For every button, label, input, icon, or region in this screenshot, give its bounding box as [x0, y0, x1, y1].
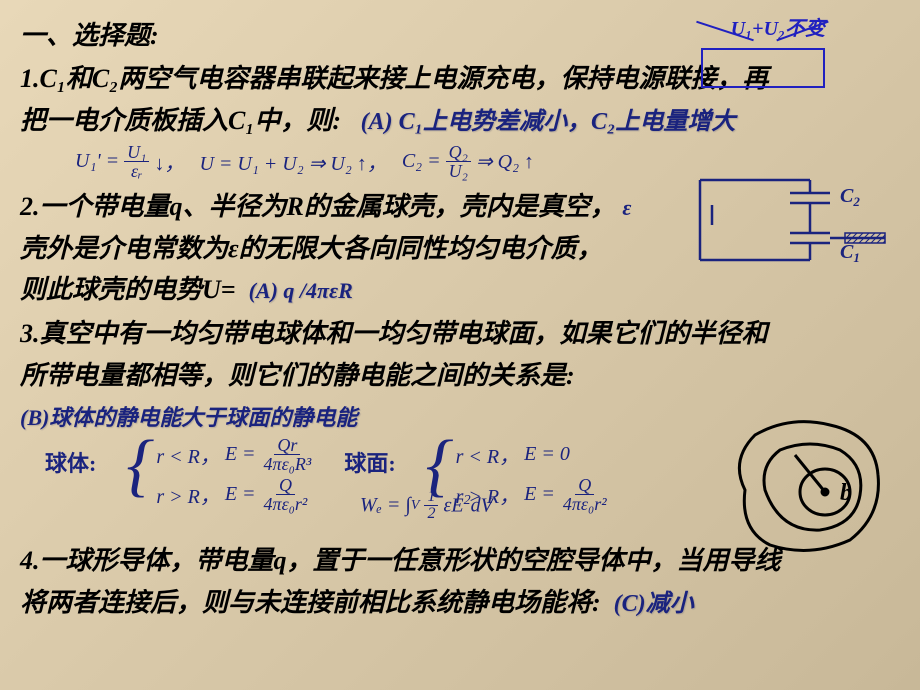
cond: r < R，	[156, 440, 220, 469]
q2-eps: ε	[622, 195, 631, 220]
annotation-box	[701, 48, 825, 88]
c1-label: C1	[840, 241, 860, 265]
q1-f-p1a: U₁' =	[75, 150, 119, 173]
q3-line2: 所带电量都相等，则它们的静电能之间的关系是:	[20, 361, 575, 390]
question-2: 2.一个带电量q、半径为R的金属球壳，壳内是真空， ε 壳外是介电常数为ε的无限…	[20, 186, 700, 311]
q1-text-line2: 把一电介质板插入C₁中，则:	[20, 106, 341, 135]
c2-label: C2	[840, 185, 860, 209]
q1-answer: (A) C₁上电势差减小，C₂上电量增大	[361, 109, 736, 135]
eq: E =	[225, 483, 256, 506]
fraction: Q₂ U₂	[446, 143, 471, 180]
q2-line3: 则此球壳的电势U=	[20, 275, 236, 304]
we-a: Wₑ = ∫	[360, 494, 411, 517]
q2-line1: 2.一个带电量q、半径为R的金属球壳，壳内是真空，	[20, 192, 616, 221]
den: 4πε₀R³	[261, 455, 315, 473]
eq: E =	[225, 443, 256, 466]
we-sub: V	[411, 498, 420, 514]
q1-text-line1: 1.C₁和C₂两空气电容器串联起来接上电源充电，保持电源联接，再	[20, 64, 768, 93]
den: 2	[424, 506, 438, 522]
q1-f-p3a: C₂ =	[402, 150, 441, 173]
sphere-cases: { r < R， E = Qr4πε₀R³ r > R， E = Q4πε₀r²	[126, 434, 314, 514]
q4-answer: (C)减小	[614, 591, 694, 617]
slide-content: 一、选择题: U₁+U₂不变 1.C₁和C₂两空气电容器串联起来接上电源充电，保…	[0, 0, 920, 638]
den: U₂	[446, 162, 471, 180]
brace: {	[126, 434, 154, 514]
sphere-label: 球体:	[45, 446, 96, 478]
q2-line2: 壳外是介电常数为ε的无限大各向同性均匀电介质，	[20, 234, 603, 263]
fraction: U₁ εᵣ	[124, 143, 149, 180]
cond: r < R，	[456, 440, 520, 469]
we-b: εE2dV	[438, 493, 492, 518]
cond: r > R，	[156, 480, 220, 509]
num: 1	[424, 489, 438, 506]
shell-label: 球面:	[344, 446, 395, 478]
eq: E =	[524, 483, 555, 506]
eq: E = 0	[524, 443, 570, 466]
cavity-diagram: b	[720, 410, 890, 560]
question-3: 3.真空中有一均匀带电球体和一均匀带电球面，如果它们的半径和 所带电量都相等，则…	[20, 313, 900, 396]
q1-f-p1b: ↓，	[154, 147, 184, 176]
q2-answer: (A) q /4πεR	[249, 278, 353, 303]
q1-f-p3b: ⇒ Q₂ ↑	[476, 149, 534, 174]
num: Q	[575, 476, 594, 495]
circuit-diagram: C2 C1	[690, 160, 890, 290]
blob-label: b	[840, 480, 852, 506]
q4-line2: 将两者连接后，则与未连接前相比系统静电场能将:	[20, 588, 601, 617]
num: Q	[276, 476, 295, 495]
den: 4πε₀r²	[261, 495, 311, 513]
num: U₁	[124, 143, 149, 162]
q3-line1: 3.真空中有一均匀带电球体和一均匀带电球面，如果它们的半径和	[20, 319, 768, 348]
den: εᵣ	[128, 162, 146, 180]
num: Q₂	[446, 143, 471, 162]
num: Qr	[274, 436, 300, 455]
den: 4πε₀r²	[560, 495, 610, 513]
q1-f-p2: U = U₁ + U₂ ⇒ U₂ ↑，	[199, 147, 386, 176]
q4-line1: 4.一球形导体，带电量q，置于一任意形状的空腔导体中，当用导线	[20, 546, 781, 575]
